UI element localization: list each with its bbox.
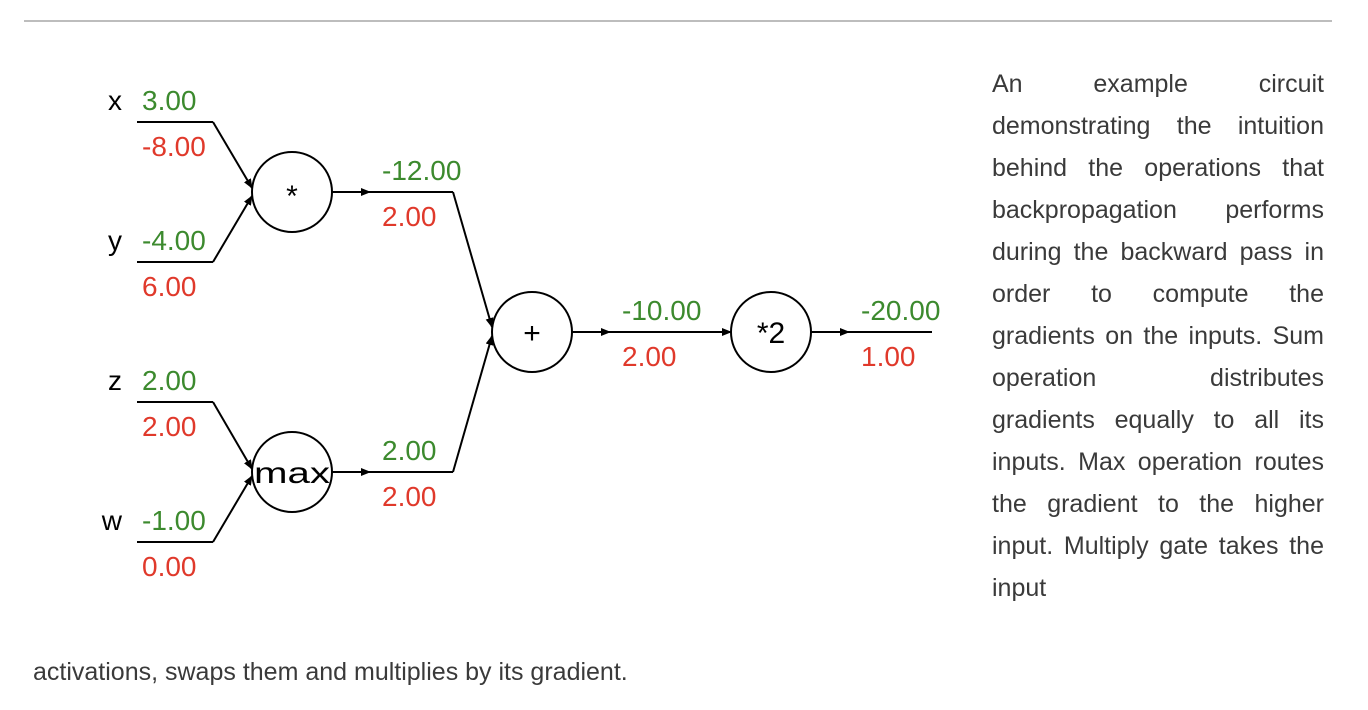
scale-output-value: -20.00	[861, 295, 940, 326]
input-gradient-w: 0.00	[142, 551, 197, 582]
wire-y-to-multiply	[212, 195, 253, 263]
max-output-value: 2.00	[382, 435, 437, 466]
figure-caption: An example circuit demonstrating the int…	[992, 70, 1324, 602]
scale-gate-label: *2	[757, 317, 785, 350]
wire-x-to-multiply	[212, 121, 253, 189]
multiply-output-gradient: 2.00	[382, 201, 437, 232]
backprop-circuit-diagram: * max + *2 x y z w 3.00 -4.00 2.00 -1.00…	[101, 85, 941, 582]
max-gate	[251, 431, 333, 513]
input-value-y: -4.00	[142, 225, 206, 256]
max-gate-label: max	[254, 457, 330, 490]
input-value-x: 3.00	[142, 85, 197, 116]
add-gate	[491, 291, 573, 373]
scale-output-gradient: 1.00	[861, 341, 916, 372]
multiply-gate	[251, 151, 333, 233]
wire-w-to-max	[212, 475, 253, 543]
multiply-gate-label: *	[286, 180, 298, 213]
input-name-x: x	[108, 85, 122, 116]
multiply-output-value: -12.00	[382, 155, 461, 186]
input-value-w: -1.00	[142, 505, 206, 536]
scale-gate	[730, 291, 812, 373]
add-gate-label: +	[523, 317, 541, 350]
input-value-z: 2.00	[142, 365, 197, 396]
wire-z-to-max	[212, 401, 253, 470]
top-divider	[24, 20, 1332, 22]
figure-caption-continued: activations, swaps them and multiplies b…	[33, 658, 628, 686]
add-output-gradient: 2.00	[622, 341, 677, 372]
add-output-value: -10.00	[622, 295, 701, 326]
input-name-w: w	[101, 505, 123, 536]
input-gradient-x: -8.00	[142, 131, 206, 162]
input-gradient-y: 6.00	[142, 271, 197, 302]
max-output-gradient: 2.00	[382, 481, 437, 512]
wire-multiply-to-add	[452, 191, 494, 328]
input-name-y: y	[108, 225, 122, 256]
wire-max-to-add	[452, 335, 494, 473]
input-name-z: z	[108, 365, 122, 396]
input-gradient-z: 2.00	[142, 411, 197, 442]
